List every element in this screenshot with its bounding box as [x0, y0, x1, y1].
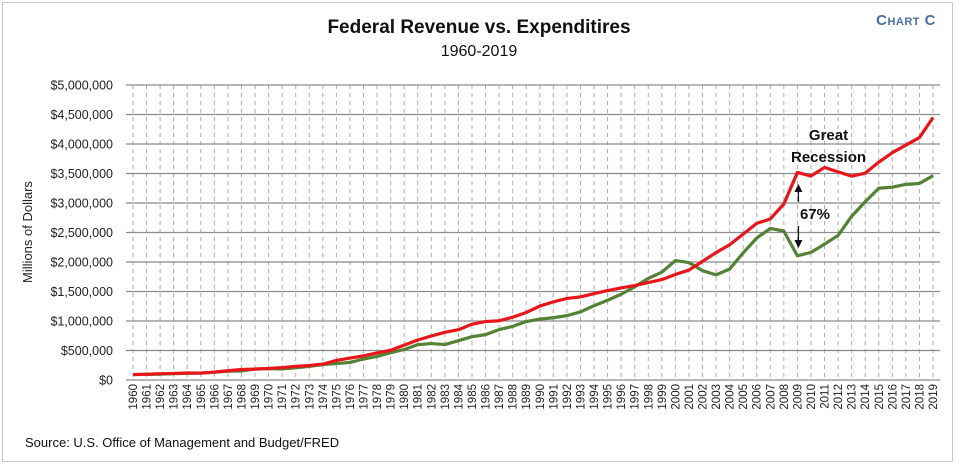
x-tick-label: 1991 [548, 384, 560, 410]
x-tick-label: 1979 [386, 384, 398, 410]
annotation-label: Great [809, 127, 848, 144]
x-tick-label: 1993 [575, 384, 587, 410]
x-tick-label: 1989 [521, 384, 533, 410]
x-tick-label: 1981 [413, 384, 425, 410]
series-line-red [132, 116, 935, 377]
x-tick-label: 1986 [481, 384, 493, 410]
x-tick-label: 1997 [630, 384, 642, 410]
x-tick-label: 1963 [169, 384, 181, 410]
y-tick-label: $4,500,000 [50, 108, 113, 122]
x-tick-label: 2006 [752, 384, 764, 410]
x-tick-label: 1995 [603, 384, 615, 410]
x-tick-label: 2016 [887, 384, 899, 410]
x-tick-label: 2010 [806, 384, 818, 410]
x-tick-label: 1996 [616, 384, 628, 410]
y-tick-label: $500,000 [61, 344, 113, 358]
x-tick-label: 1961 [142, 384, 154, 410]
x-tick-label: 1975 [331, 384, 343, 410]
x-tick-label: 1990 [535, 384, 547, 410]
chart-badge: Chart C [876, 12, 936, 29]
y-tick-label: $1,500,000 [50, 285, 113, 299]
x-tick-label: 1976 [345, 384, 357, 410]
x-tick-label: 2013 [847, 384, 859, 410]
y-tick-label: $5,000,000 [50, 79, 113, 93]
x-tick-label: 1973 [304, 384, 316, 410]
x-tick-label: 2007 [765, 384, 777, 410]
x-tick-label: 2012 [833, 384, 845, 410]
x-tick-label: 1960 [128, 384, 140, 410]
y-tick-label: $3,500,000 [50, 167, 113, 181]
x-tick-label: 1982 [426, 384, 438, 410]
y-tick-label: $1,000,000 [50, 315, 113, 329]
x-tick-label: 1984 [453, 383, 465, 409]
y-axis-label: Millions of Dollars [20, 181, 35, 283]
x-tick-label: 2001 [684, 384, 696, 410]
arrow-down-icon [794, 240, 803, 248]
chart-frame [2, 2, 953, 462]
x-tick-label: 1985 [467, 384, 479, 410]
x-tick-label: 2017 [901, 384, 913, 410]
x-tick-label: 1965 [196, 384, 208, 410]
x-tick-label: 1968 [236, 384, 248, 410]
x-tick-label: 1970 [264, 384, 276, 410]
x-tick-label: 2002 [697, 384, 709, 410]
x-tick-label: 1994 [589, 383, 601, 409]
x-tick-label: 1966 [209, 384, 221, 410]
x-tick-label: 2009 [792, 384, 804, 410]
arrow-up-icon [794, 184, 803, 192]
x-tick-label: 2005 [738, 384, 750, 410]
x-tick-label: 1972 [291, 384, 303, 410]
x-tick-label: 1964 [182, 383, 194, 409]
x-tick-label: 2004 [725, 383, 737, 409]
x-tick-label: 1962 [155, 384, 167, 410]
x-tick-label: 2019 [928, 384, 940, 410]
x-tick-label: 1978 [372, 384, 384, 410]
y-tick-label: $0 [99, 374, 113, 388]
x-tick-label: 1999 [657, 384, 669, 410]
x-tick-label: 1980 [399, 384, 411, 410]
x-tick-label: 1988 [508, 384, 520, 410]
source-note: Source: U.S. Office of Management and Bu… [25, 435, 340, 450]
x-tick-label: 2011 [820, 384, 832, 409]
y-tick-label: $4,000,000 [50, 138, 113, 152]
annotation-label: 67% [800, 206, 830, 223]
x-tick-label: 1971 [277, 384, 289, 410]
chart-subtitle: 1960-2019 [440, 43, 518, 60]
x-tick-label: 2018 [914, 384, 926, 410]
x-tick-label: 1998 [643, 384, 655, 410]
x-tick-label: 2008 [779, 384, 791, 410]
x-tick-label: 2015 [874, 384, 886, 410]
x-tick-label: 1969 [250, 384, 262, 410]
x-tick-label: 2003 [711, 384, 723, 410]
x-tick-label: 2014 [860, 383, 872, 409]
x-tick-label: 1987 [494, 384, 506, 410]
x-tick-label: 1983 [440, 384, 452, 410]
y-tick-label: $2,500,000 [50, 226, 113, 240]
x-tick-label: 1992 [562, 384, 574, 410]
y-tick-label: $3,000,000 [50, 197, 113, 211]
x-tick-label: 1974 [318, 383, 330, 409]
x-tick-label: 1977 [359, 384, 371, 410]
x-tick-label: 1967 [223, 384, 235, 410]
chart-title: Federal Revenue vs. Expenditires [327, 17, 631, 38]
y-tick-label: $2,000,000 [50, 256, 113, 270]
x-tick-label: 2000 [670, 384, 682, 410]
annotation-label: Recession [791, 149, 866, 166]
